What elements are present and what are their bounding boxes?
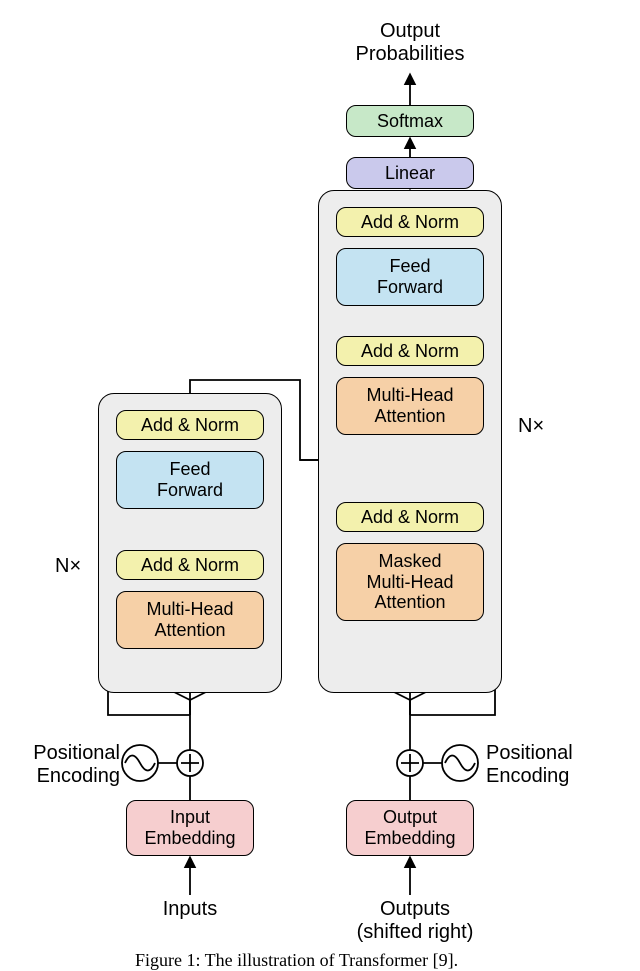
plus-icon-left [177, 750, 203, 776]
decoder-masked-multihead-attention: Masked Multi-Head Attention [336, 543, 484, 621]
positional-encoding-right-label: Positional Encoding [486, 742, 606, 788]
decoder-addnorm-3: Add & Norm [336, 207, 484, 237]
linear-box: Linear [346, 157, 474, 189]
positional-encoding-left-label: Positional Encoding [12, 742, 120, 788]
input-embedding-box: Input Embedding [126, 800, 254, 856]
nx-left-label: N× [55, 555, 81, 578]
decoder-feed-forward: Feed Forward [336, 248, 484, 306]
figure-caption: Figure 1: The illustration of Transforme… [135, 950, 458, 971]
output-embedding-box: Output Embedding [346, 800, 474, 856]
encoder-feed-forward: Feed Forward [116, 451, 264, 509]
sine-icon-right [442, 745, 478, 781]
encoder-addnorm-1: Add & Norm [116, 550, 264, 580]
decoder-addnorm-1: Add & Norm [336, 502, 484, 532]
encoder-addnorm-2: Add & Norm [116, 410, 264, 440]
softmax-box: Softmax [346, 105, 474, 137]
outputs-label: Outputs (shifted right) [345, 898, 485, 944]
plus-icon-right [397, 750, 423, 776]
decoder-addnorm-2: Add & Norm [336, 336, 484, 366]
sine-icon-left [122, 745, 158, 781]
decoder-multihead-attention: Multi-Head Attention [336, 377, 484, 435]
nx-right-label: N× [518, 415, 544, 438]
output-probabilities-label: Output Probabilities [330, 20, 490, 66]
inputs-label: Inputs [150, 898, 230, 921]
encoder-multihead-attention: Multi-Head Attention [116, 591, 264, 649]
